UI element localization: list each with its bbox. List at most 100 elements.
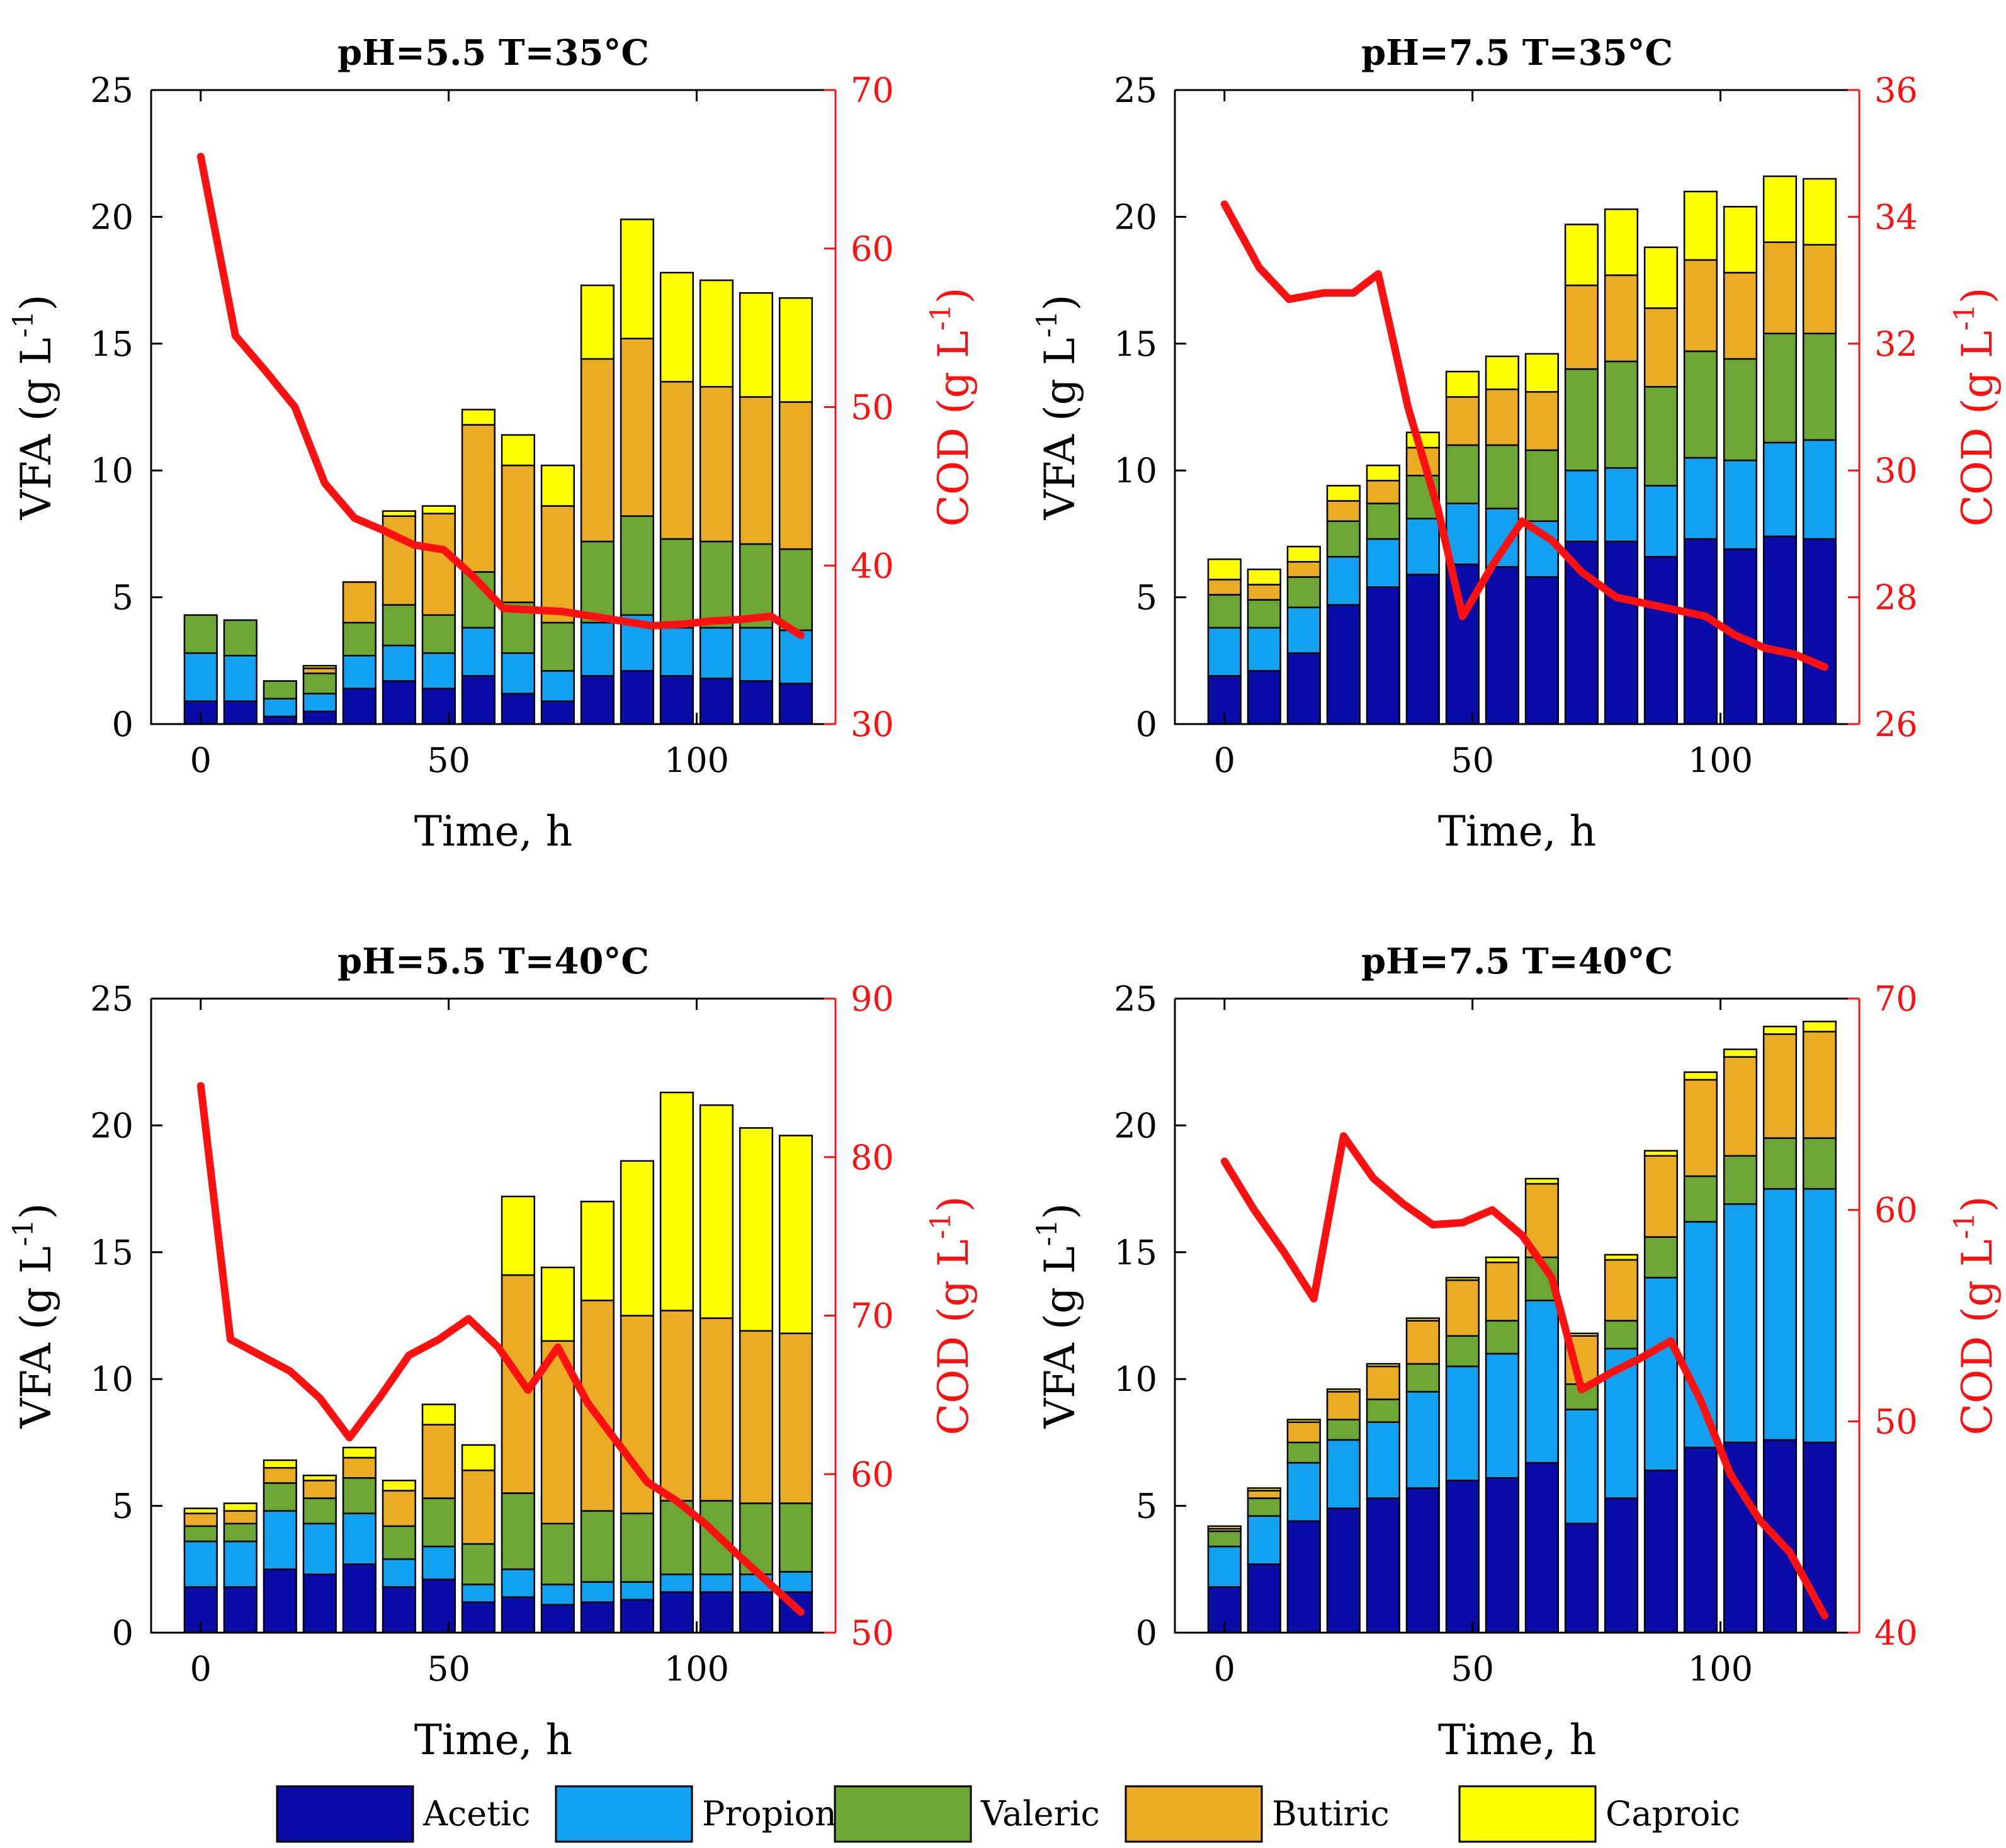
chart-title: pH=5.5 T=35°C [337,32,649,74]
bar-butiric-13 [1723,1056,1758,1157]
y-tick-label: 20 [90,197,133,237]
bar-butiric-10 [1604,274,1638,363]
bar-valeric-4 [1366,502,1400,540]
bar-butiric-8 [1524,391,1559,451]
bar-acetic-12 [1683,1446,1718,1634]
y2-axis-label-main: COD (g L [1953,1239,2002,1435]
bar-valeric-1 [223,1522,258,1543]
y-axis-label-main: VFA (g L [1036,337,1084,520]
bar-butiric-2 [263,1466,297,1484]
bar-valeric-3 [302,672,337,694]
bar-valeric-15 [778,1502,813,1573]
y2-axis-label-close: ) [1953,1196,2002,1213]
chart-panel-3: 0 50 100 0 5 10 15 20 25 50 60 70 80 90 pH=5.5 T=40°C T… [8,941,978,1764]
bar-valeric-8 [501,1492,535,1570]
bar-valeric-11 [620,1512,655,1583]
bar-acetic-6 [421,1579,456,1634]
bar-propionic-6 [421,1545,456,1580]
bar-valeric-9 [540,1522,575,1585]
bar-valeric-6 [421,614,456,654]
legend-label-valeric: Valeric [980,1794,1100,1834]
bar-caproic-9 [1564,224,1599,286]
bar-valeric-14 [739,1502,774,1575]
bars [1207,175,1837,725]
x-tick-label: 0 [1214,1649,1235,1689]
bar-caproic-2 [1286,545,1321,563]
bar-butiric-9 [1564,284,1599,370]
bar-butiric-13 [699,386,734,543]
bar-butiric-12 [659,380,694,540]
y-axis-label-superscript: -1 [1031,1219,1063,1246]
bar-caproic-3 [302,1475,337,1482]
y2-tick-label: 30 [1874,451,1918,490]
bar-propionic-0 [1207,1545,1242,1588]
bar-acetic-14 [739,680,774,725]
x-tick-label: 50 [1451,740,1494,780]
bar-propionic-7 [461,626,496,677]
y2-axis-label-superscript: -1 [925,303,957,331]
y2-tick-label: 34 [1874,197,1918,237]
legend: Acetic Propionic Valeric Butiric Caproic [276,1785,1740,1843]
bar-butiric-13 [1723,271,1758,360]
bar-propionic-11 [620,1581,655,1601]
bar-propionic-5 [382,1558,416,1588]
y2-axis-label: COD (g L-1) [925,1196,978,1436]
bar-caproic-14 [739,292,774,398]
bar-propionic-3 [302,693,337,713]
bar-propionic-1 [223,654,258,702]
bar-caproic-12 [659,271,694,383]
bar-acetic-5 [1405,1487,1440,1634]
bar-caproic-12 [1683,1071,1718,1081]
bar-caproic-8 [501,434,535,467]
x-tick-label: 100 [664,1649,729,1689]
bar-caproic-14 [739,1127,774,1332]
bar-valeric-7 [1485,444,1519,509]
bar-acetic-11 [620,1599,655,1634]
bar-valeric-11 [620,515,655,616]
y2-tick-label: 30 [851,705,894,744]
bar-propionic-14 [1762,441,1798,538]
bar-acetic-5 [382,1586,416,1634]
bar-caproic-5 [1405,1317,1440,1322]
chart-panel-4: 0 50 100 0 5 10 15 20 25 40 50 60 70 pH=7.5 T=40°C Tim… [1031,941,2002,1764]
bar-acetic-7 [461,1601,496,1634]
bar-butiric-7 [461,424,496,573]
bar-caproic-6 [1445,1276,1480,1281]
y-tick-label: 20 [1114,197,1157,237]
bar-butiric-12 [1683,1079,1718,1177]
bar-acetic-8 [1524,1461,1559,1634]
bar-propionic-3 [1326,1439,1361,1509]
bar-propionic-5 [1405,1391,1440,1489]
y2-tick-label: 40 [851,546,894,586]
legend-swatch-butiric [1125,1785,1263,1843]
bars [183,218,813,725]
x-tick-label: 0 [190,740,212,780]
bar-butiric-5 [1405,1320,1440,1365]
cod-line [196,152,805,639]
y2-tick-label: 60 [851,1454,894,1494]
bar-valeric-11 [1643,1236,1679,1279]
bar-propionic-0 [183,652,218,702]
bar-valeric-4 [342,1477,377,1514]
y2-tick-label: 26 [1874,705,1918,744]
bar-acetic-1 [223,700,258,725]
bar-butiric-2 [1286,560,1321,578]
legend-swatch-propionic [555,1785,693,1843]
bar-butiric-1 [1247,1490,1281,1499]
y-tick-label: 15 [1114,1233,1157,1273]
bar-caproic-0 [183,1507,218,1514]
bar-butiric-14 [1762,241,1798,334]
y2-tick-label: 40 [1874,1613,1918,1653]
y-tick-label: 0 [1136,1613,1157,1653]
bar-caproic-14 [1762,1026,1798,1035]
y2-axis-label-main: COD (g L [929,1239,978,1435]
bar-caproic-8 [1524,1177,1559,1185]
y-axis-label: VFA (g L-1) [1031,1203,1084,1429]
bar-caproic-3 [1326,485,1361,502]
bar-butiric-6 [1445,1279,1480,1337]
bar-caproic-13 [699,279,734,388]
bar-butiric-14 [739,396,774,545]
y-tick-label: 10 [1114,1359,1157,1399]
bar-propionic-13 [1723,459,1758,550]
bar-valeric-4 [1366,1398,1400,1423]
